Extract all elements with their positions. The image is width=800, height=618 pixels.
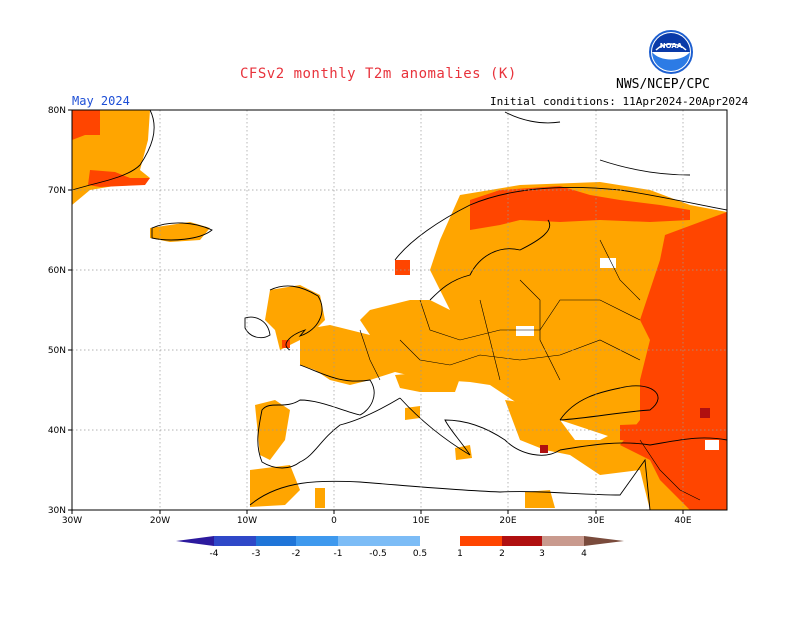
- lon-tick-marks: [71, 510, 684, 514]
- colorbar-label: -0.5: [369, 549, 387, 559]
- colorbar-left-arrow: [176, 536, 214, 546]
- colorbar-label: -3: [252, 549, 261, 559]
- colorbar-label: 0.5: [413, 549, 427, 559]
- colorbar-label: -2: [292, 549, 301, 559]
- lon-tick-label: 10E: [412, 516, 429, 526]
- logo-text: NOAA: [660, 42, 683, 50]
- lon-tick-label: 30E: [587, 516, 604, 526]
- lat-tick-marks: [68, 109, 72, 511]
- map-title: CFSv2 monthly T2m anomalies (K): [240, 66, 517, 82]
- lon-tick-label: 0: [331, 516, 337, 526]
- colorbar-label: 3: [539, 549, 545, 559]
- colorbar-segment: [460, 536, 502, 546]
- colorbar-segment: [256, 536, 296, 546]
- colorbar-segment: [378, 536, 420, 546]
- initial-conditions: Initial conditions: 11Apr2024-20Apr2024: [490, 95, 749, 108]
- forecast-month: May 2024: [72, 94, 130, 108]
- agency-label: NWS/NCEP/CPC: [616, 77, 710, 92]
- colorbar-segment: [214, 536, 256, 546]
- lat-tick-label: 80N: [48, 106, 66, 116]
- colorbar-segment: [296, 536, 338, 546]
- colorbar-label: 1: [457, 549, 463, 559]
- lat-tick-label: 60N: [48, 266, 66, 276]
- colorbar-label: -1: [334, 549, 343, 559]
- colorbar-label: -4: [210, 549, 219, 559]
- gridlines: [72, 110, 727, 510]
- colorbar-segment: [502, 536, 542, 546]
- neutral-region: [516, 258, 719, 450]
- lat-tick-label: 40N: [48, 426, 66, 436]
- map-frame: [71, 109, 728, 511]
- anomaly-red-region: [72, 110, 727, 510]
- coastlines: [71, 109, 728, 511]
- lon-tick-label: 20E: [499, 516, 516, 526]
- lat-tick-label: 50N: [48, 346, 66, 356]
- colorbar-segment: [420, 536, 460, 546]
- lat-tick-label: 30N: [48, 506, 66, 516]
- noaa-logo: NOAA: [649, 30, 693, 74]
- colorbar-segment: [338, 536, 378, 546]
- lon-tick-label: 40E: [674, 516, 691, 526]
- lon-tick-label: 20W: [150, 516, 170, 526]
- lon-tick-label: 10W: [237, 516, 257, 526]
- colorbar-segment: [542, 536, 584, 546]
- country-borders: [359, 239, 701, 501]
- colorbar: [176, 536, 624, 546]
- colorbar-right-arrow: [584, 536, 624, 546]
- anomaly-darkred-region: [540, 408, 710, 453]
- lon-tick-label: 30W: [62, 516, 82, 526]
- lat-tick-label: 70N: [48, 186, 66, 196]
- colorbar-label: 2: [499, 549, 505, 559]
- colorbar-label: 4: [581, 549, 587, 559]
